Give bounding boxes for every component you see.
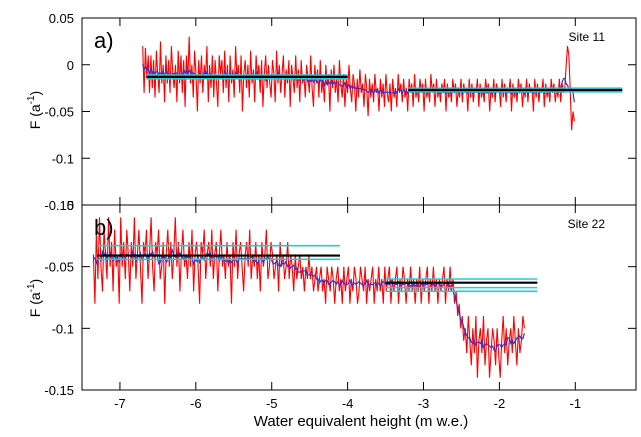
x-axis-label: Water equivalent height (m w.e.) (254, 413, 469, 430)
panel-b-x-tick-label: -6 (190, 396, 202, 411)
panel-a-y-tick-label: 0 (67, 58, 74, 73)
panel-a-y-tick-label: 0.05 (49, 11, 74, 26)
panel-a-raw-series-line (142, 36, 575, 131)
panel-b-y-axis-label: F (a-1) (26, 279, 43, 317)
panel-a-y-label-main: F (a (27, 104, 43, 129)
panel-b-frame (81, 204, 637, 391)
panel-b-x-tick-label: -2 (494, 396, 506, 411)
panel-b-x-tick-label: -3 (418, 396, 430, 411)
panel-b-y-label-main: F (a (27, 292, 43, 317)
panel-a-y-label-close: ) (27, 91, 43, 96)
panel-b-plot: -0.15 -0.1 -0.05 0 -7 -6 -5 -4 -3 -2 -1 b) Site 22 (44, 198, 637, 411)
panel-b-y-tick-label: -0.15 (44, 383, 74, 398)
panel-a-y-tick-label: -0.05 (44, 105, 74, 120)
panel-a-y-axis-label: F (a-1) (26, 91, 43, 129)
panel-a-y-label-superscript: -1 (26, 95, 37, 104)
panel-b-site-annotation: Site 22 (568, 217, 606, 231)
panel-a-y-tick-label: -0.15 (44, 198, 74, 213)
panel-a-plot: -0.15 -0.1 -0.05 0 0.05 a) Site 11 (44, 11, 637, 213)
panel-b-y-label-superscript: -1 (26, 283, 37, 292)
panel-a-y-tick-label: -0.1 (52, 151, 74, 166)
panel-a-frame (81, 17, 637, 206)
panel-b-x-tick-label: -5 (266, 396, 278, 411)
panel-b-smoothed-series-line (92, 248, 525, 353)
panel-b-x-tick-label: -7 (114, 396, 126, 411)
panel-b-y-tick-label: -0.1 (52, 321, 74, 336)
panel-b-raw-series-line (92, 217, 525, 378)
panel-a-site-annotation: Site 11 (569, 30, 606, 44)
panel-b-y-label-close: ) (27, 279, 43, 284)
panel-b-panel-label: b) (94, 215, 114, 240)
panel-b-y-tick-label: -0.05 (44, 260, 74, 275)
panel-b-y-tick-label: 0 (67, 198, 74, 213)
panel-b-x-tick-label: -1 (570, 396, 582, 411)
panel-b-x-tick-label: -4 (342, 396, 354, 411)
panel-a-panel-label: a) (94, 28, 114, 53)
